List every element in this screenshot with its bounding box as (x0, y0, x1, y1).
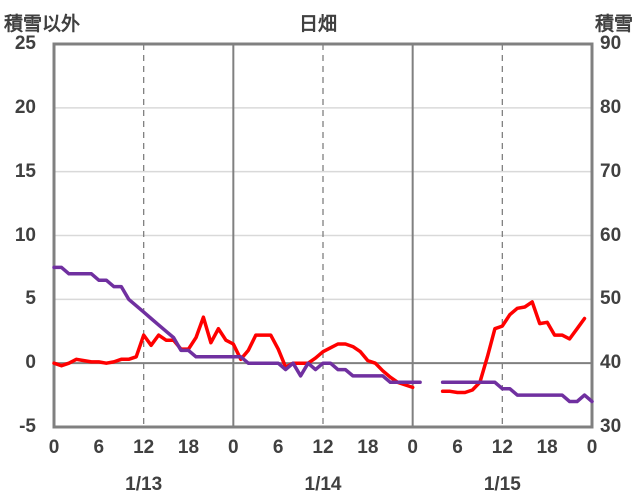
y-left-tick-label: 15 (14, 160, 36, 182)
y-right-tick-label: 60 (600, 224, 622, 246)
x-tick-label: 12 (133, 437, 155, 458)
date-label: 1/14 (304, 474, 342, 495)
x-tick-label: 0 (48, 437, 60, 458)
y-right-tick-label: 40 (600, 352, 622, 374)
x-tick-label: 18 (536, 437, 558, 458)
y-left-tick-label: -5 (19, 416, 36, 437)
y-right-tick-label: 90 (600, 33, 622, 54)
x-tick-label: 0 (586, 437, 598, 458)
y-right-tick-label: 30 (600, 416, 622, 437)
x-tick-label: 18 (177, 437, 200, 458)
date-label: 1/15 (483, 474, 521, 495)
x-tick-label: 12 (491, 437, 513, 458)
series-0-segment-1 (440, 300, 587, 395)
series-lines (52, 265, 594, 404)
gridlines (54, 44, 592, 427)
series-1-segment-0 (52, 265, 422, 385)
y-right-tick-label: 50 (600, 288, 622, 310)
x-tick-label: 6 (272, 437, 284, 458)
chart-title: 日畑 (298, 14, 337, 35)
y-right-tick-label: 70 (600, 160, 622, 182)
x-tick-label: 6 (452, 437, 463, 458)
x-tick-label: 18 (357, 437, 379, 458)
x-tick-label: 0 (407, 437, 418, 458)
date-label: 1/13 (125, 474, 163, 495)
x-tick-label: 6 (93, 437, 105, 458)
y-left-tick-label: 5 (25, 288, 36, 310)
x-tick-label: 0 (228, 437, 239, 458)
y-right-tick-label: 80 (600, 96, 622, 118)
y-left-tick-label: 10 (14, 224, 36, 246)
y-left-tick-label: 0 (25, 352, 36, 374)
plot-area-frame (52, 42, 594, 429)
right-axis-label: 積雪 (594, 14, 633, 35)
series-0-segment-0 (52, 315, 415, 390)
y-left-tick-label: 25 (14, 33, 36, 54)
y-left-tick-label: 20 (14, 96, 36, 118)
series-1-segment-1 (440, 380, 594, 404)
x-tick-label: 12 (312, 437, 334, 458)
left-axis-label: 積雪以外 (4, 14, 81, 35)
